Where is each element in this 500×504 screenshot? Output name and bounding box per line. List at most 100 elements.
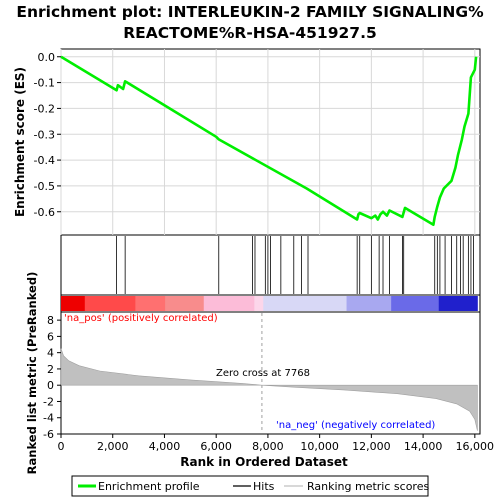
- heatmap-cell: [242, 296, 246, 311]
- x-tick-label: 2,000: [97, 440, 129, 453]
- heatmap-cell: [156, 296, 160, 311]
- heatmap-cell: [114, 296, 118, 311]
- metric-y-tick-label: -2: [43, 395, 54, 408]
- heatmap-cell: [293, 296, 297, 311]
- heatmap-cell: [260, 296, 264, 311]
- heatmap-cell: [135, 296, 139, 311]
- heatmap-cell: [69, 296, 74, 311]
- metric-layer: [60, 313, 478, 433]
- hits-layer: [116, 236, 474, 294]
- heatmap-cell: [165, 296, 169, 311]
- heatmap-cell: [313, 296, 318, 311]
- heatmap-cell: [406, 296, 410, 311]
- heatmap-cell: [174, 296, 178, 311]
- heatmap-cell: [450, 296, 455, 311]
- heatmap-cell: [179, 296, 184, 311]
- heatmap-cell: [245, 296, 249, 311]
- x-tick-label: 8,000: [252, 440, 284, 453]
- heatmap-cell: [409, 296, 413, 311]
- heatmap-cell: [441, 296, 446, 311]
- heatmap-cell: [254, 296, 258, 311]
- es-profile-layer: [60, 55, 478, 226]
- x-tick-label: 0: [58, 440, 65, 453]
- heatmap-cell: [307, 296, 312, 311]
- heatmap-cell: [233, 296, 237, 311]
- x-tick-label: 4,000: [149, 440, 181, 453]
- heatmap-cell: [426, 296, 431, 311]
- heatmap-cell: [230, 296, 234, 311]
- heatmap-cell: [171, 296, 175, 311]
- es-y-tick-label: 0.0: [38, 51, 56, 64]
- legend-metric-label: Ranking metric scores: [307, 480, 429, 493]
- heatmap-cell: [177, 296, 181, 311]
- heatmap-cell: [200, 296, 205, 311]
- heatmap-cell: [144, 296, 148, 311]
- metric-y-axis-label: Ranked list metric (PreRanked): [25, 272, 39, 475]
- heatmap-cell: [379, 296, 383, 311]
- heatmap-cell: [206, 296, 211, 311]
- es-profile-line: [60, 55, 478, 226]
- heatmap-cell: [295, 296, 300, 311]
- chart-title-line2: REACTOME%R-HSA-451927.5: [123, 24, 377, 42]
- heatmap-cell: [257, 296, 261, 311]
- heatmap-cell: [340, 296, 344, 311]
- heatmap-cell: [278, 296, 282, 311]
- x-tick-label: 14,000: [404, 440, 443, 453]
- x-tick-label: 12,000: [352, 440, 391, 453]
- heatmap-cell: [66, 296, 71, 311]
- metric-y-tick-label: -4: [43, 412, 54, 425]
- heatmap-cell: [403, 296, 407, 311]
- heatmap-cell: [123, 296, 127, 311]
- heatmap-cell: [471, 296, 475, 311]
- heatmap-cell: [417, 296, 422, 311]
- heatmap-cell: [162, 296, 166, 311]
- es-y-tick-label: -0.4: [34, 154, 55, 167]
- es-y-tick-label: -0.2: [34, 102, 55, 115]
- heatmap-cell: [81, 296, 86, 311]
- heatmap-cell: [84, 296, 89, 311]
- es-y-tick-label: -0.5: [34, 180, 55, 193]
- heatmap-cell: [337, 296, 341, 311]
- heatmap-cell: [420, 296, 425, 311]
- heatmap-cell: [388, 296, 392, 311]
- heatmap-cell: [397, 296, 401, 311]
- heatmap-cell: [191, 296, 196, 311]
- heatmap-cell: [248, 296, 252, 311]
- heatmap-cell: [435, 296, 440, 311]
- heatmap-cell: [456, 296, 460, 311]
- heatmap-cell: [361, 296, 365, 311]
- heatmap-cell: [111, 296, 115, 311]
- heatmap-cell: [239, 296, 243, 311]
- heatmap-cell: [90, 296, 95, 311]
- es-grid: [60, 49, 480, 235]
- heatmap-cell: [468, 296, 472, 311]
- metric-y-tick-label: -6: [43, 428, 54, 441]
- heatmap-cell: [99, 296, 104, 311]
- neg-correlated-label: 'na_neg' (negatively correlated): [276, 420, 435, 431]
- legend-hits-label: Hits: [253, 480, 275, 493]
- heatmap-cell: [221, 296, 225, 311]
- metric-y-tick-label: 0: [47, 379, 54, 392]
- metric-area: [60, 348, 478, 431]
- heatmap-cell: [209, 296, 214, 311]
- heatmap-cell: [438, 296, 443, 311]
- heatmap-cell: [141, 296, 145, 311]
- heatmap-cell: [298, 296, 303, 311]
- heatmap-cell: [322, 296, 327, 311]
- legend: Enrichment profile Hits Ranking metric s…: [71, 475, 429, 497]
- heatmap-cell: [126, 296, 130, 311]
- heatmap-cell: [75, 296, 80, 311]
- heatmap-cell: [352, 296, 356, 311]
- es-panel: [60, 48, 481, 236]
- heatmap-cell: [373, 296, 377, 311]
- heatmap-cell: [185, 296, 190, 311]
- heatmap-cell: [138, 296, 142, 311]
- es-y-axis: 0.0 -0.1 -0.2 -0.3 -0.4 -0.5 -0.6: [34, 51, 61, 219]
- heatmap-cell: [197, 296, 202, 311]
- heatmap-cell: [316, 296, 321, 311]
- heatmap-cell: [105, 296, 109, 311]
- heatmap-cell: [93, 296, 98, 311]
- heatmap-cell: [78, 296, 83, 311]
- heatmap-cell: [61, 296, 65, 311]
